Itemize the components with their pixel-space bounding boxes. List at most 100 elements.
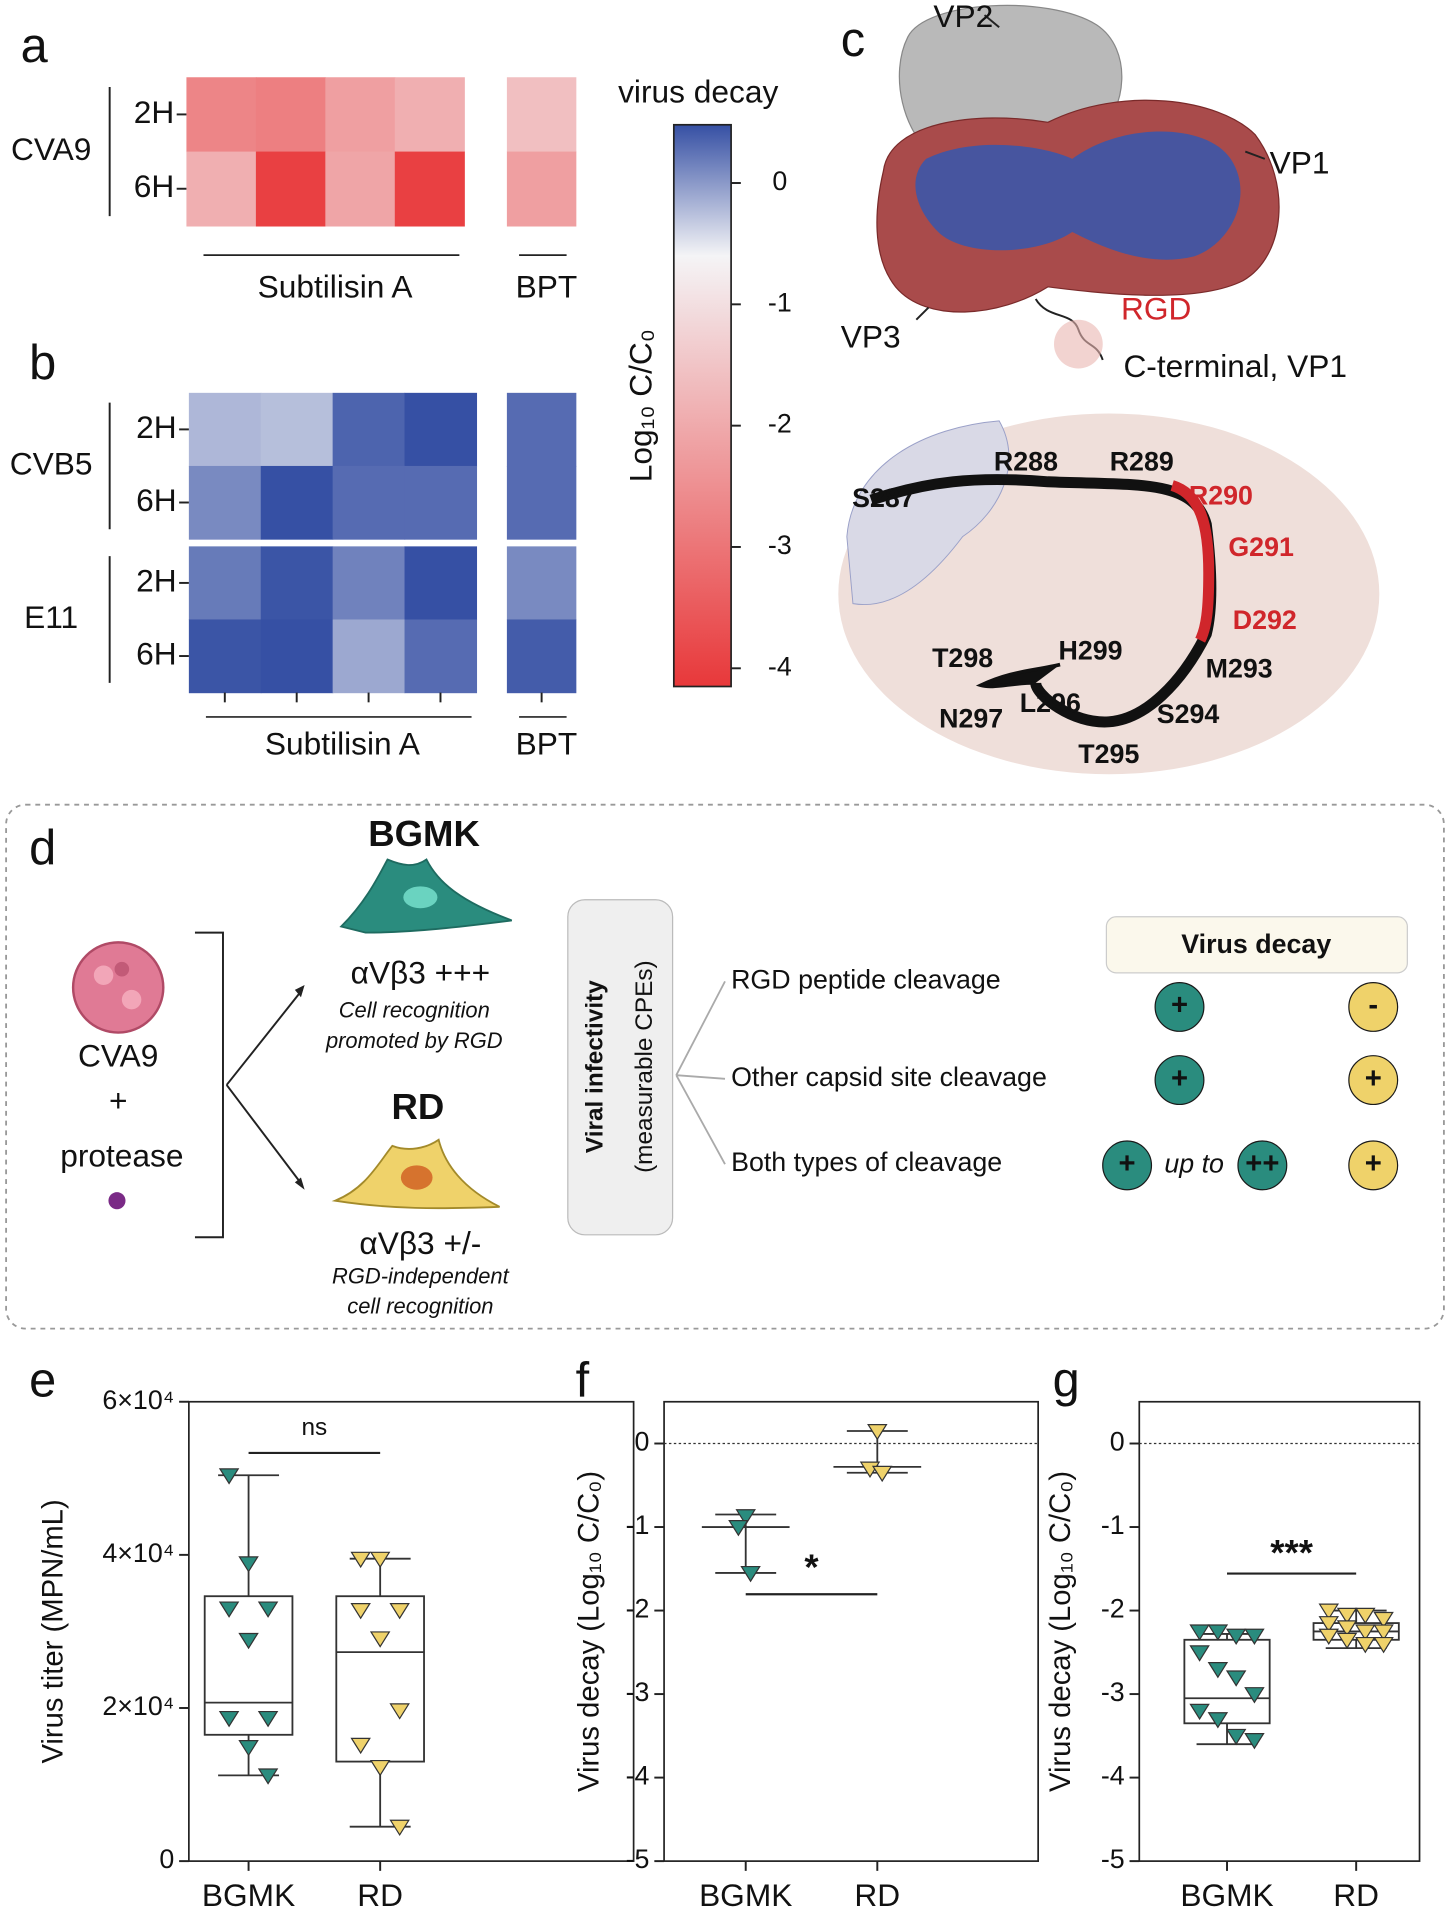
residue-label: R290 — [1189, 481, 1253, 511]
y-axis-label: Virus decay (Log₁₀ C/C₀) — [1045, 1471, 1077, 1792]
decay-badge — [1348, 1140, 1399, 1191]
decay-symbol: + — [1365, 1063, 1382, 1095]
panel-label: g — [1053, 1353, 1080, 1407]
data-point — [1225, 1728, 1247, 1746]
panel-label: f — [576, 1353, 590, 1407]
y-tick-label: 0 — [1110, 1427, 1125, 1457]
cell-note: RGD-independent — [332, 1263, 510, 1288]
row-label: 2H — [134, 94, 175, 130]
heatmap-cell — [255, 77, 326, 153]
data-point — [1336, 1632, 1358, 1650]
data-point — [1207, 1712, 1229, 1729]
colorbar-tick-label: -4 — [768, 651, 792, 681]
y-tick-label: -1 — [626, 1510, 650, 1540]
y-tick-label: -2 — [626, 1594, 650, 1624]
colorbar-title: virus decay — [618, 74, 778, 110]
row-label: 2H — [136, 562, 177, 598]
data-point — [1207, 1624, 1229, 1641]
structure-label: VP2 — [933, 0, 993, 34]
colorbar-tick-label: 0 — [772, 166, 787, 196]
residue-label: R289 — [1110, 447, 1174, 477]
data-point — [389, 1602, 410, 1620]
heatmap-cell — [255, 151, 326, 227]
residue-label: D292 — [1233, 605, 1297, 635]
colorbar — [672, 123, 732, 688]
row-label: 6H — [134, 168, 175, 204]
heatmap-cell — [332, 546, 406, 621]
colorbar-tick-label: -2 — [768, 409, 792, 439]
data-point — [350, 1602, 371, 1620]
y-tick-label: 6×10⁴ — [102, 1385, 174, 1415]
residue-label: S287 — [852, 483, 915, 513]
decay-header: Virus decay — [1181, 929, 1331, 959]
data-point — [1189, 1645, 1210, 1662]
structure-label: C-terminal, VP1 — [1123, 348, 1347, 384]
heatmap-cell — [506, 392, 577, 467]
data-point — [1189, 1624, 1210, 1641]
capsid-structure — [838, 4, 1380, 775]
cell-receptor: αVβ3 +++ — [351, 955, 491, 991]
data-point — [1355, 1636, 1376, 1654]
heatmap-cell — [332, 392, 406, 467]
cleavage-label: Other capsid site cleavage — [731, 1062, 1047, 1092]
cell-note: Cell recognition — [339, 998, 490, 1023]
data-point — [728, 1520, 749, 1537]
residue-label: T295 — [1078, 739, 1139, 769]
heatmap-cell — [506, 546, 577, 621]
box — [203, 1595, 294, 1736]
row-label: 6H — [136, 482, 177, 518]
heatmap-cell — [404, 546, 478, 621]
x-tick-label: BGMK — [1180, 1877, 1273, 1913]
data-point — [257, 1601, 279, 1618]
heatmap-cell — [394, 151, 465, 227]
cleavage-label: RGD peptide cleavage — [731, 964, 1001, 994]
colorbar-tick-label: -3 — [768, 530, 792, 560]
data-point — [1189, 1703, 1210, 1721]
structure-label: VP1 — [1270, 144, 1330, 180]
heatmap-cell — [506, 151, 577, 227]
heatmap-cell — [404, 465, 478, 540]
diagram-text: CVA9 — [78, 1038, 158, 1074]
decay-symbol: - — [1368, 990, 1378, 1022]
heatmap-cell — [260, 546, 334, 621]
data-point — [1244, 1687, 1265, 1704]
residue-label: L296 — [1020, 688, 1081, 718]
significance-label: * — [804, 1547, 819, 1588]
cell-note: promoted by RGD — [325, 1028, 503, 1053]
x-tick-label: BGMK — [699, 1877, 792, 1913]
decay-badge — [1348, 1055, 1399, 1106]
data-point — [867, 1423, 888, 1441]
data-point — [350, 1551, 371, 1569]
colorbar-tick-label: -1 — [768, 287, 792, 317]
y-axis-label: Virus decay (Log₁₀ C/C₀) — [574, 1471, 606, 1792]
colorbar-label: Log₁₀ C/C₀ — [623, 329, 659, 482]
panel-label: e — [29, 1353, 56, 1407]
decay-symbol: up to — [1164, 1148, 1224, 1178]
data-point — [1318, 1616, 1339, 1633]
heatmap-cell — [332, 619, 406, 694]
heatmap-cell — [186, 77, 257, 153]
data-point — [369, 1631, 391, 1648]
decay-symbol: + — [1171, 990, 1188, 1022]
data-point — [257, 1768, 279, 1785]
data-point — [1336, 1607, 1358, 1625]
data-point — [1207, 1662, 1229, 1679]
heatmap-cell — [404, 392, 478, 467]
residue-label: H299 — [1059, 635, 1123, 665]
data-point — [871, 1465, 893, 1483]
data-point — [1244, 1628, 1265, 1645]
data-point — [1244, 1733, 1265, 1750]
significance-label: ns — [302, 1414, 328, 1441]
decay-symbol: + — [1171, 1063, 1188, 1095]
heatmap-cell — [325, 151, 396, 227]
panel-label: c — [841, 13, 865, 67]
panel-label: a — [21, 19, 49, 73]
decay-symbol: + — [1365, 1148, 1382, 1180]
data-point — [389, 1819, 410, 1837]
y-tick-label: -3 — [626, 1677, 650, 1707]
plot-frame — [188, 1400, 635, 1862]
residue-label: S294 — [1157, 699, 1220, 729]
panel-label: b — [29, 336, 56, 390]
heatmap-cell — [332, 465, 406, 540]
